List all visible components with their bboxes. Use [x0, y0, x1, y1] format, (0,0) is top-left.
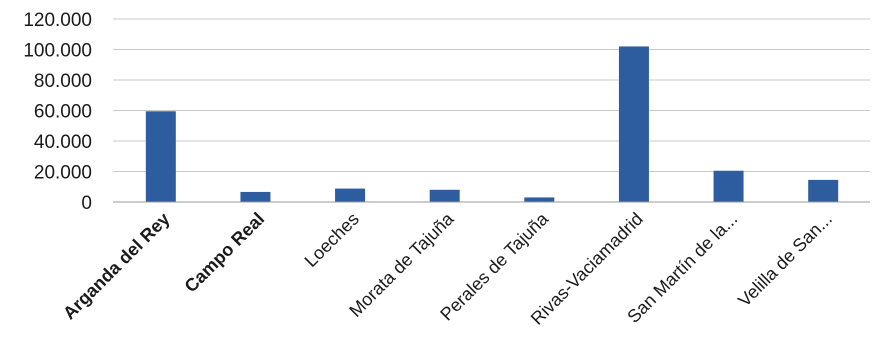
x-tick-label: Arganda del Rey: [59, 209, 174, 324]
bar: [145, 111, 176, 202]
y-tick-label: 80.000: [34, 71, 92, 92]
bar: [524, 197, 555, 202]
y-tick-label: 40.000: [34, 132, 92, 153]
y-tick-label: 60.000: [34, 102, 92, 123]
bar: [618, 46, 649, 203]
y-tick-label: 20.000: [34, 163, 92, 184]
y-tick-label: 100.000: [23, 41, 92, 62]
bar: [335, 188, 366, 202]
x-tick-label: Campo Real: [181, 209, 269, 297]
bar: [808, 179, 839, 202]
y-axis-ticks: 0 20.000 40.000 60.000 80.000 100.000 120.000: [23, 10, 92, 214]
bar: [713, 170, 744, 202]
x-tick-label: Morata de Tajuña: [345, 208, 458, 321]
bar: [240, 191, 271, 202]
x-tick-label: Velilla de San...: [734, 209, 836, 311]
x-tick-label: Loeches: [301, 209, 363, 271]
bars: [145, 46, 839, 203]
y-tick-label: 120.000: [23, 10, 92, 31]
gridlines: [113, 18, 870, 172]
bar: [429, 189, 460, 202]
y-tick-label: 0: [81, 193, 92, 214]
